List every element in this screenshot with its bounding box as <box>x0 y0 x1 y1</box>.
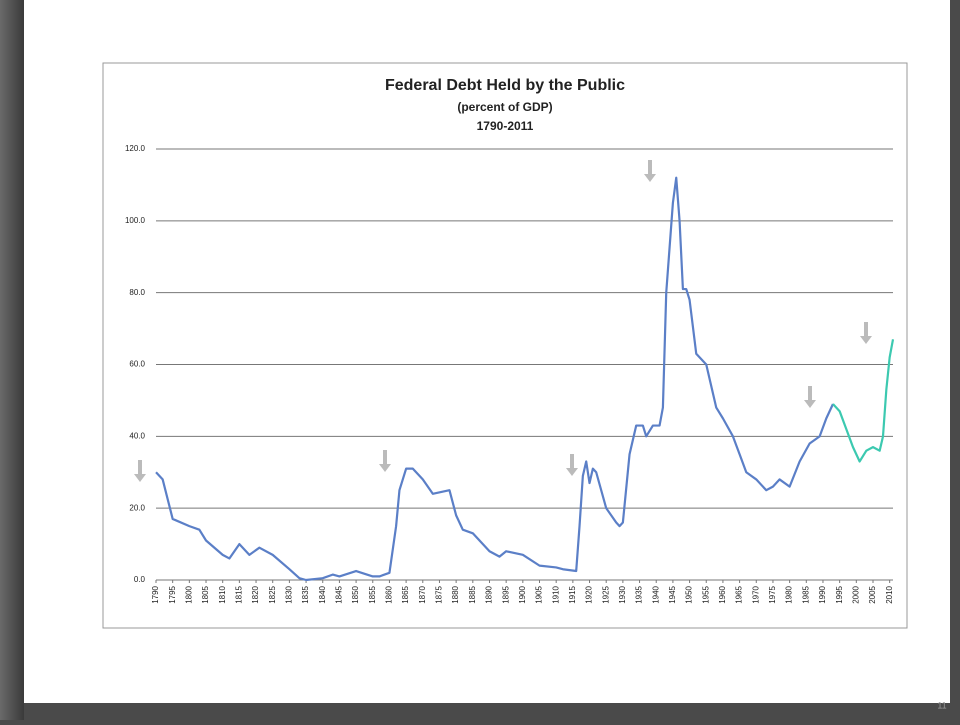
page-number: 11 <box>937 700 946 710</box>
chart-title: Federal Debt Held by the Public <box>385 77 625 94</box>
arrow <box>860 322 872 344</box>
x-tick-label: 1795 <box>168 585 177 603</box>
x-tick-label: 2010 <box>885 585 894 603</box>
x-tick-label: 1865 <box>401 585 410 603</box>
x-tick-label: 1980 <box>785 585 794 603</box>
chart-frame <box>102 62 908 629</box>
x-tick-label: 1970 <box>751 585 760 603</box>
x-tick-label: 1955 <box>701 585 710 603</box>
x-tick-label: 1805 <box>201 585 210 603</box>
x-tick-label: 1835 <box>301 585 310 603</box>
x-tick-label: 1840 <box>318 585 327 603</box>
x-tick-label: 1890 <box>485 585 494 603</box>
x-tick-label: 1985 <box>801 585 810 603</box>
series-line <box>832 339 895 463</box>
x-tick-label: 1895 <box>501 585 510 603</box>
arrow <box>804 386 816 408</box>
x-tick-label: 1950 <box>685 585 694 603</box>
x-tick-label: 1945 <box>668 585 677 603</box>
arrow <box>566 454 578 476</box>
x-tick-label: 1830 <box>285 585 294 603</box>
x-tick-label: 1820 <box>251 585 260 603</box>
y-tick-label: 20.0 <box>129 503 145 512</box>
chart-period: 1790-2011 <box>477 119 534 133</box>
series-line <box>155 176 834 582</box>
x-tick-label: 1995 <box>835 585 844 603</box>
arrow <box>644 160 656 182</box>
x-tick-label: 1850 <box>351 585 360 603</box>
x-tick-label: 1855 <box>368 585 377 603</box>
x-tick-label: 2000 <box>851 585 860 603</box>
x-tick-label: 2005 <box>868 585 877 603</box>
arrows <box>134 160 872 482</box>
x-tick-label: 1810 <box>218 585 227 603</box>
x-tick-label: 1825 <box>268 585 277 603</box>
x-tick-label: 1870 <box>418 585 427 603</box>
x-tick-label: 1960 <box>718 585 727 603</box>
x-tick-label: 1940 <box>651 585 660 603</box>
x-tick-label: 1860 <box>385 585 394 603</box>
x-tick-label: 1900 <box>518 585 527 603</box>
arrow <box>134 460 146 482</box>
x-tick-label: 1910 <box>551 585 560 603</box>
x-tick-label: 1930 <box>618 585 627 603</box>
x-tick-label: 1920 <box>585 585 594 603</box>
y-tick-label: 80.0 <box>129 288 145 297</box>
x-tick-label: 1800 <box>184 585 193 603</box>
x-tick-label: 1845 <box>335 585 344 603</box>
x-tick-label: 1815 <box>234 585 243 603</box>
y-tick-label: 120.0 <box>125 144 146 153</box>
y-tick-label: 40.0 <box>129 431 145 440</box>
arrow <box>379 450 391 472</box>
x-tick-label: 1990 <box>818 585 827 603</box>
x-tick-label: 1935 <box>635 585 644 603</box>
x-tick-label: 1875 <box>435 585 444 603</box>
x-tick-label: 1905 <box>535 585 544 603</box>
x-tick-label: 1880 <box>451 585 460 603</box>
x-tick-label: 1965 <box>735 585 744 603</box>
x-tick-label: 1975 <box>768 585 777 603</box>
y-tick-label: 100.0 <box>125 216 146 225</box>
side-strip <box>0 0 24 720</box>
x-tick-label: 1915 <box>568 585 577 603</box>
chart-subtitle: (percent of GDP) <box>457 100 552 114</box>
x-tick-label: 1790 <box>151 585 160 603</box>
y-tick-label: 60.0 <box>129 360 145 369</box>
x-tick-label: 1885 <box>468 585 477 603</box>
x-tick-label: 1925 <box>601 585 610 603</box>
y-tick-label: 0.0 <box>134 575 146 584</box>
